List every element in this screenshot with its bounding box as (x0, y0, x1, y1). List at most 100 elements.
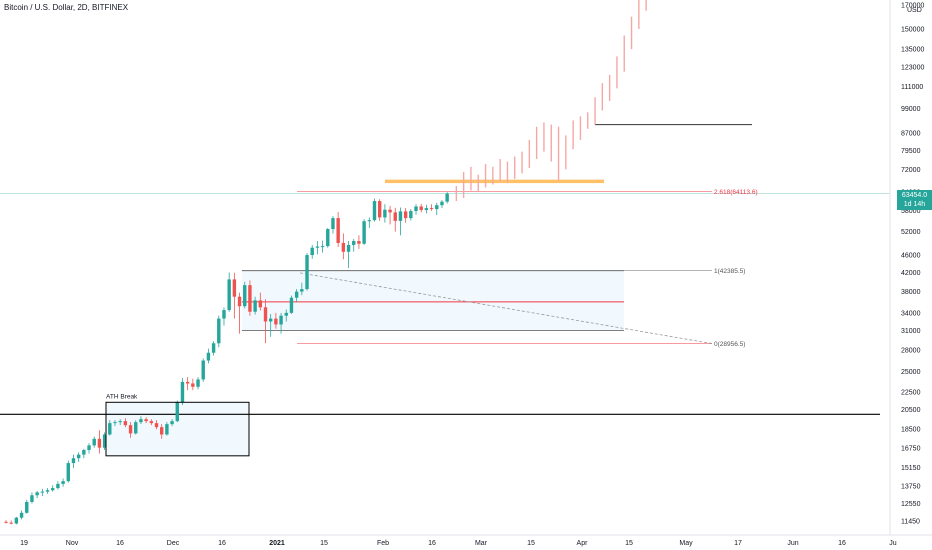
candle-body (222, 310, 226, 319)
time-tick-label: 15 (320, 540, 328, 547)
time-tick-label: 17 (734, 540, 742, 547)
price-axis: 11450 12550 13750 15150 16750 18500 20500 22500… (889, 0, 924, 535)
candle-body (274, 318, 278, 325)
candle-body (294, 291, 299, 298)
candle-body (429, 208, 434, 210)
ath-break-label: ATH Break (106, 393, 138, 400)
bar-countdown-label: 1d 14h (903, 201, 926, 208)
candle-body (320, 246, 325, 248)
candle-body (175, 402, 179, 422)
candle-body (248, 285, 252, 312)
candle-body (414, 206, 418, 212)
price-tick-label: 22500 (901, 389, 921, 396)
price-tick-label: 34000 (901, 310, 921, 317)
candle-body (144, 419, 148, 422)
time-tick-label: 16 (428, 540, 436, 547)
price-tick-label: 150000 (901, 27, 924, 34)
price-tick-label: 16750 (901, 446, 921, 453)
candle-body (87, 445, 91, 450)
candle-body (30, 495, 34, 502)
candle-body (217, 318, 221, 344)
candle-body (300, 289, 304, 292)
candle-body (388, 209, 392, 213)
price-tick-label: 72000 (901, 167, 921, 174)
price-tick-label: 111000 (901, 84, 923, 91)
current-price-label: 63454.0 (901, 192, 928, 199)
time-tick-label: 16 (218, 540, 226, 547)
candle-body (185, 381, 190, 384)
candle-body (419, 206, 423, 211)
candle-body (367, 220, 371, 222)
candle-body (97, 438, 102, 448)
candle-body (284, 312, 288, 316)
candle-body (45, 490, 50, 492)
time-tick-label: May (679, 540, 693, 547)
price-tick-label: 123000 (901, 64, 924, 71)
forecast-candles (455, 0, 647, 202)
time-tick-label: Dec (167, 540, 180, 547)
candle-body (134, 422, 138, 434)
price-tick-label: 28000 (901, 347, 921, 354)
fib-1-label: 1(42385.5) (714, 268, 745, 275)
price-tick-label: 38000 (901, 289, 921, 296)
current-price-badge: 63454.0 1d 14h (897, 190, 932, 210)
candle-body (279, 315, 283, 325)
candle-body (346, 244, 351, 252)
candle-body (56, 483, 60, 489)
candle-body (149, 421, 154, 424)
candle-body (118, 421, 122, 423)
candle-body (71, 458, 76, 464)
candle-body (35, 492, 39, 496)
candle-body (102, 434, 107, 448)
range-zone (242, 270, 624, 331)
candle-body (424, 208, 429, 211)
candle-body (372, 201, 377, 221)
candle-body (258, 300, 263, 308)
price-tick-label: 170000 (901, 3, 924, 10)
price-tick-label: 79500 (901, 148, 921, 155)
level-lines (0, 124, 890, 415)
candle-body (393, 212, 397, 221)
price-tick-label: 20500 (901, 407, 921, 414)
candle-body (123, 421, 128, 426)
price-tick-label: 11450 (901, 519, 920, 526)
candle-body (165, 424, 169, 435)
candle-body (92, 438, 96, 446)
candle-body (108, 423, 112, 435)
candle-body (19, 512, 24, 518)
time-tick-label: 19 (20, 540, 28, 547)
candle-body (196, 379, 200, 387)
candle-body (336, 218, 340, 243)
time-tick-label: 16 (116, 540, 124, 547)
candle-body (440, 201, 444, 206)
candle-body (341, 242, 346, 252)
price-tick-label: 52000 (901, 229, 921, 236)
time-tick-label: Ju (889, 540, 897, 547)
candle-body (113, 422, 117, 424)
candle-body (315, 246, 320, 248)
candle-body (66, 463, 70, 482)
candle-body (398, 211, 403, 221)
price-tick-label: 42000 (901, 270, 921, 277)
time-tick-label: 15 (527, 540, 535, 547)
price-tick-label: 18500 (901, 427, 921, 434)
candle-body (445, 193, 449, 202)
price-tick-label: 13750 (901, 483, 921, 490)
annotations: ATH Break 2.618(64113.6) 1(42385.5) 0(28956… (105, 189, 758, 457)
candle-body (305, 255, 309, 290)
candle-body (357, 241, 361, 244)
price-tick-label: 25000 (901, 369, 921, 376)
time-tick-label: 16 (838, 540, 846, 547)
candle-body (82, 449, 86, 455)
candle-body (139, 419, 143, 423)
candle-body (326, 229, 330, 247)
candle-body (331, 218, 335, 230)
time-tick-label: Nov (66, 540, 79, 547)
time-tick-label: Feb (377, 540, 389, 547)
candle-body (289, 297, 294, 313)
candle-body (25, 501, 29, 513)
candle-body (243, 285, 247, 307)
candles (4, 192, 449, 525)
ath-break-box (105, 401, 250, 457)
